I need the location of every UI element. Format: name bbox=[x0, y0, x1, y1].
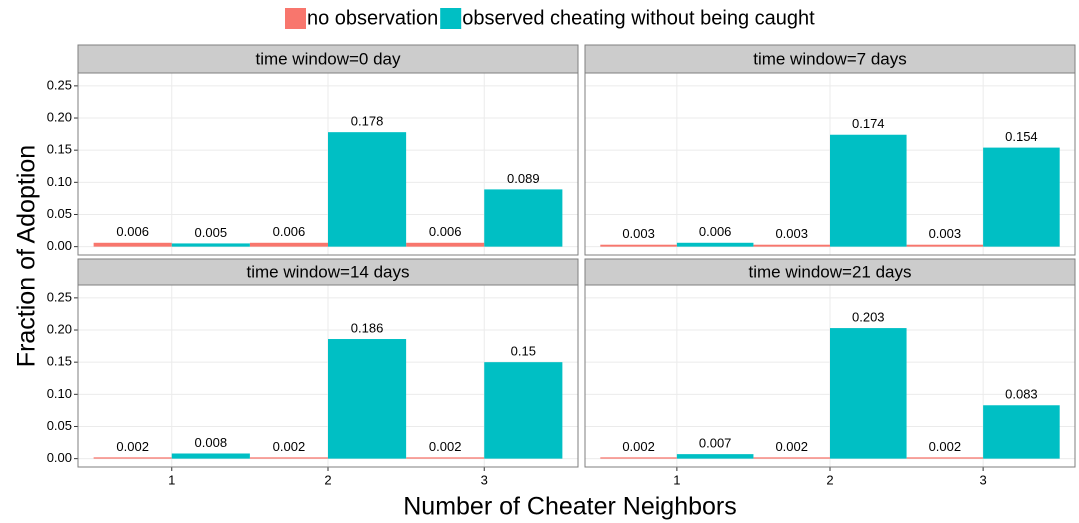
panel-border bbox=[584, 72, 1076, 256]
y-tick-label: 0.20 bbox=[47, 109, 72, 124]
bar bbox=[171, 243, 250, 247]
x-tick-label: 2 bbox=[324, 472, 331, 487]
x-axis-title: Number of Cheater Neighbors bbox=[403, 493, 737, 521]
bar bbox=[600, 457, 677, 459]
legend-swatch bbox=[440, 8, 462, 29]
panel-border bbox=[77, 284, 579, 468]
bar bbox=[249, 242, 328, 247]
bar bbox=[676, 242, 754, 247]
legend-label: observed cheating without being caught bbox=[462, 7, 815, 29]
bar bbox=[93, 457, 172, 459]
facet-title: time window=0 day bbox=[255, 49, 401, 68]
panel-border bbox=[77, 72, 579, 256]
value-label: 0.003 bbox=[622, 226, 655, 241]
y-tick-label: 0.00 bbox=[47, 238, 72, 253]
bar bbox=[830, 134, 907, 247]
y-tick-label: 0.00 bbox=[47, 450, 72, 465]
bar bbox=[600, 244, 677, 247]
bar bbox=[406, 242, 485, 247]
bar bbox=[906, 244, 984, 247]
value-label: 0.178 bbox=[351, 114, 384, 129]
bar bbox=[906, 457, 984, 459]
bar bbox=[983, 405, 1060, 459]
value-label: 0.083 bbox=[1005, 387, 1038, 402]
value-label: 0.203 bbox=[852, 310, 885, 325]
bar bbox=[406, 457, 485, 459]
value-label: 0.002 bbox=[622, 439, 655, 454]
value-label: 0.006 bbox=[429, 224, 462, 239]
x-tick-label: 3 bbox=[980, 472, 987, 487]
y-tick-label: 0.15 bbox=[47, 142, 72, 157]
value-label: 0.007 bbox=[699, 436, 732, 451]
y-tick-label: 0.25 bbox=[47, 289, 72, 304]
value-label: 0.006 bbox=[116, 224, 149, 239]
x-tick-label: 1 bbox=[168, 472, 175, 487]
bar bbox=[983, 147, 1060, 247]
bar bbox=[484, 189, 563, 247]
bar bbox=[484, 362, 563, 459]
facet-title: time window=14 days bbox=[246, 262, 409, 281]
x-tick-label: 2 bbox=[826, 472, 833, 487]
x-tick-label: 1 bbox=[673, 472, 680, 487]
value-label: 0.186 bbox=[351, 320, 384, 335]
value-label: 0.008 bbox=[195, 435, 228, 450]
bar bbox=[830, 328, 907, 459]
panel-border bbox=[584, 284, 1076, 468]
bar bbox=[249, 457, 328, 459]
bar bbox=[171, 453, 250, 459]
value-label: 0.15 bbox=[511, 344, 536, 359]
value-label: 0.006 bbox=[273, 224, 306, 239]
y-tick-label: 0.05 bbox=[47, 418, 72, 433]
bar bbox=[93, 242, 172, 247]
value-label: 0.002 bbox=[929, 439, 962, 454]
bar bbox=[328, 132, 407, 247]
bar bbox=[753, 457, 830, 459]
y-tick-label: 0.05 bbox=[47, 206, 72, 221]
value-label: 0.089 bbox=[507, 171, 540, 186]
value-label: 0.002 bbox=[429, 439, 462, 454]
value-label: 0.174 bbox=[852, 116, 885, 131]
y-tick-label: 0.25 bbox=[47, 77, 72, 92]
value-label: 0.154 bbox=[1005, 129, 1038, 144]
value-label: 0.003 bbox=[775, 226, 808, 241]
value-label: 0.002 bbox=[273, 439, 306, 454]
y-tick-label: 0.15 bbox=[47, 354, 72, 369]
value-label: 0.003 bbox=[929, 226, 962, 241]
y-tick-label: 0.10 bbox=[47, 174, 72, 189]
value-label: 0.002 bbox=[116, 439, 149, 454]
value-label: 0.002 bbox=[775, 439, 808, 454]
strip bbox=[77, 44, 579, 74]
bar bbox=[328, 339, 407, 459]
strip bbox=[584, 44, 1076, 74]
value-label: 0.005 bbox=[195, 225, 228, 240]
strip bbox=[584, 258, 1076, 286]
bar bbox=[676, 454, 754, 459]
facet-title: time window=21 days bbox=[748, 262, 911, 281]
legend-swatch bbox=[285, 8, 306, 29]
y-tick-label: 0.10 bbox=[47, 386, 72, 401]
value-label: 0.006 bbox=[699, 224, 732, 239]
strip bbox=[77, 258, 579, 286]
y-axis-title: Fraction of Adoption bbox=[13, 145, 41, 367]
x-tick-label: 3 bbox=[481, 472, 488, 487]
legend-label: no observation bbox=[307, 7, 438, 29]
facet-title: time window=7 days bbox=[753, 49, 907, 68]
bar bbox=[753, 244, 830, 247]
y-tick-label: 0.20 bbox=[47, 321, 72, 336]
